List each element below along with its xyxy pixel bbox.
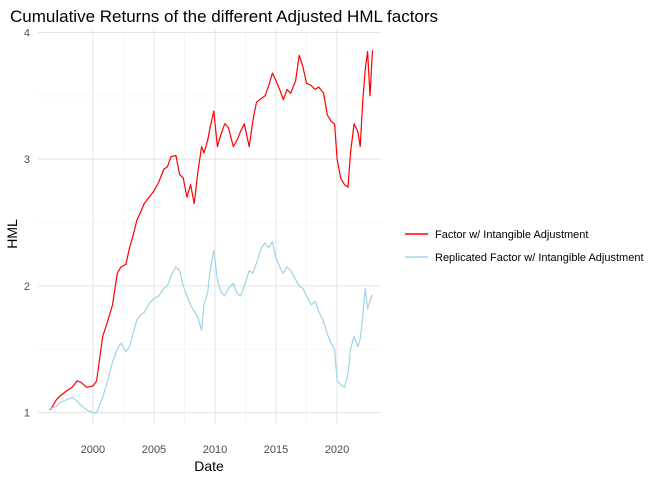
x-tick-label: 2005 <box>142 444 166 456</box>
y-axis-title: HML <box>4 219 20 249</box>
x-tick-label: 2010 <box>203 444 227 456</box>
legend-label-1: Factor w/ Intangible Adjustment <box>435 229 588 241</box>
x-axis-title: Date <box>194 458 224 474</box>
x-tick-label: 2015 <box>264 444 288 456</box>
plot-grid <box>38 30 381 424</box>
y-axis-ticks: 1 2 3 4 <box>24 28 30 420</box>
legend: Factor w/ Intangible Adjustment Replicate… <box>405 229 644 264</box>
x-tick-label: 2000 <box>81 444 105 456</box>
x-axis-ticks: 2000 2005 2010 2015 2020 <box>81 444 350 456</box>
y-tick-label: 4 <box>24 28 30 40</box>
x-tick-label: 2020 <box>325 444 349 456</box>
legend-label-2: Replicated Factor w/ Intangible Adjustme… <box>435 252 644 264</box>
y-tick-label: 3 <box>24 154 30 166</box>
plot-lines <box>49 50 374 414</box>
chart-title: Cumulative Returns of the different Adju… <box>10 7 438 26</box>
y-tick-label: 2 <box>24 281 30 293</box>
series-line-2 <box>49 241 374 414</box>
y-tick-label: 1 <box>24 408 30 420</box>
series-line-1 <box>49 50 374 411</box>
